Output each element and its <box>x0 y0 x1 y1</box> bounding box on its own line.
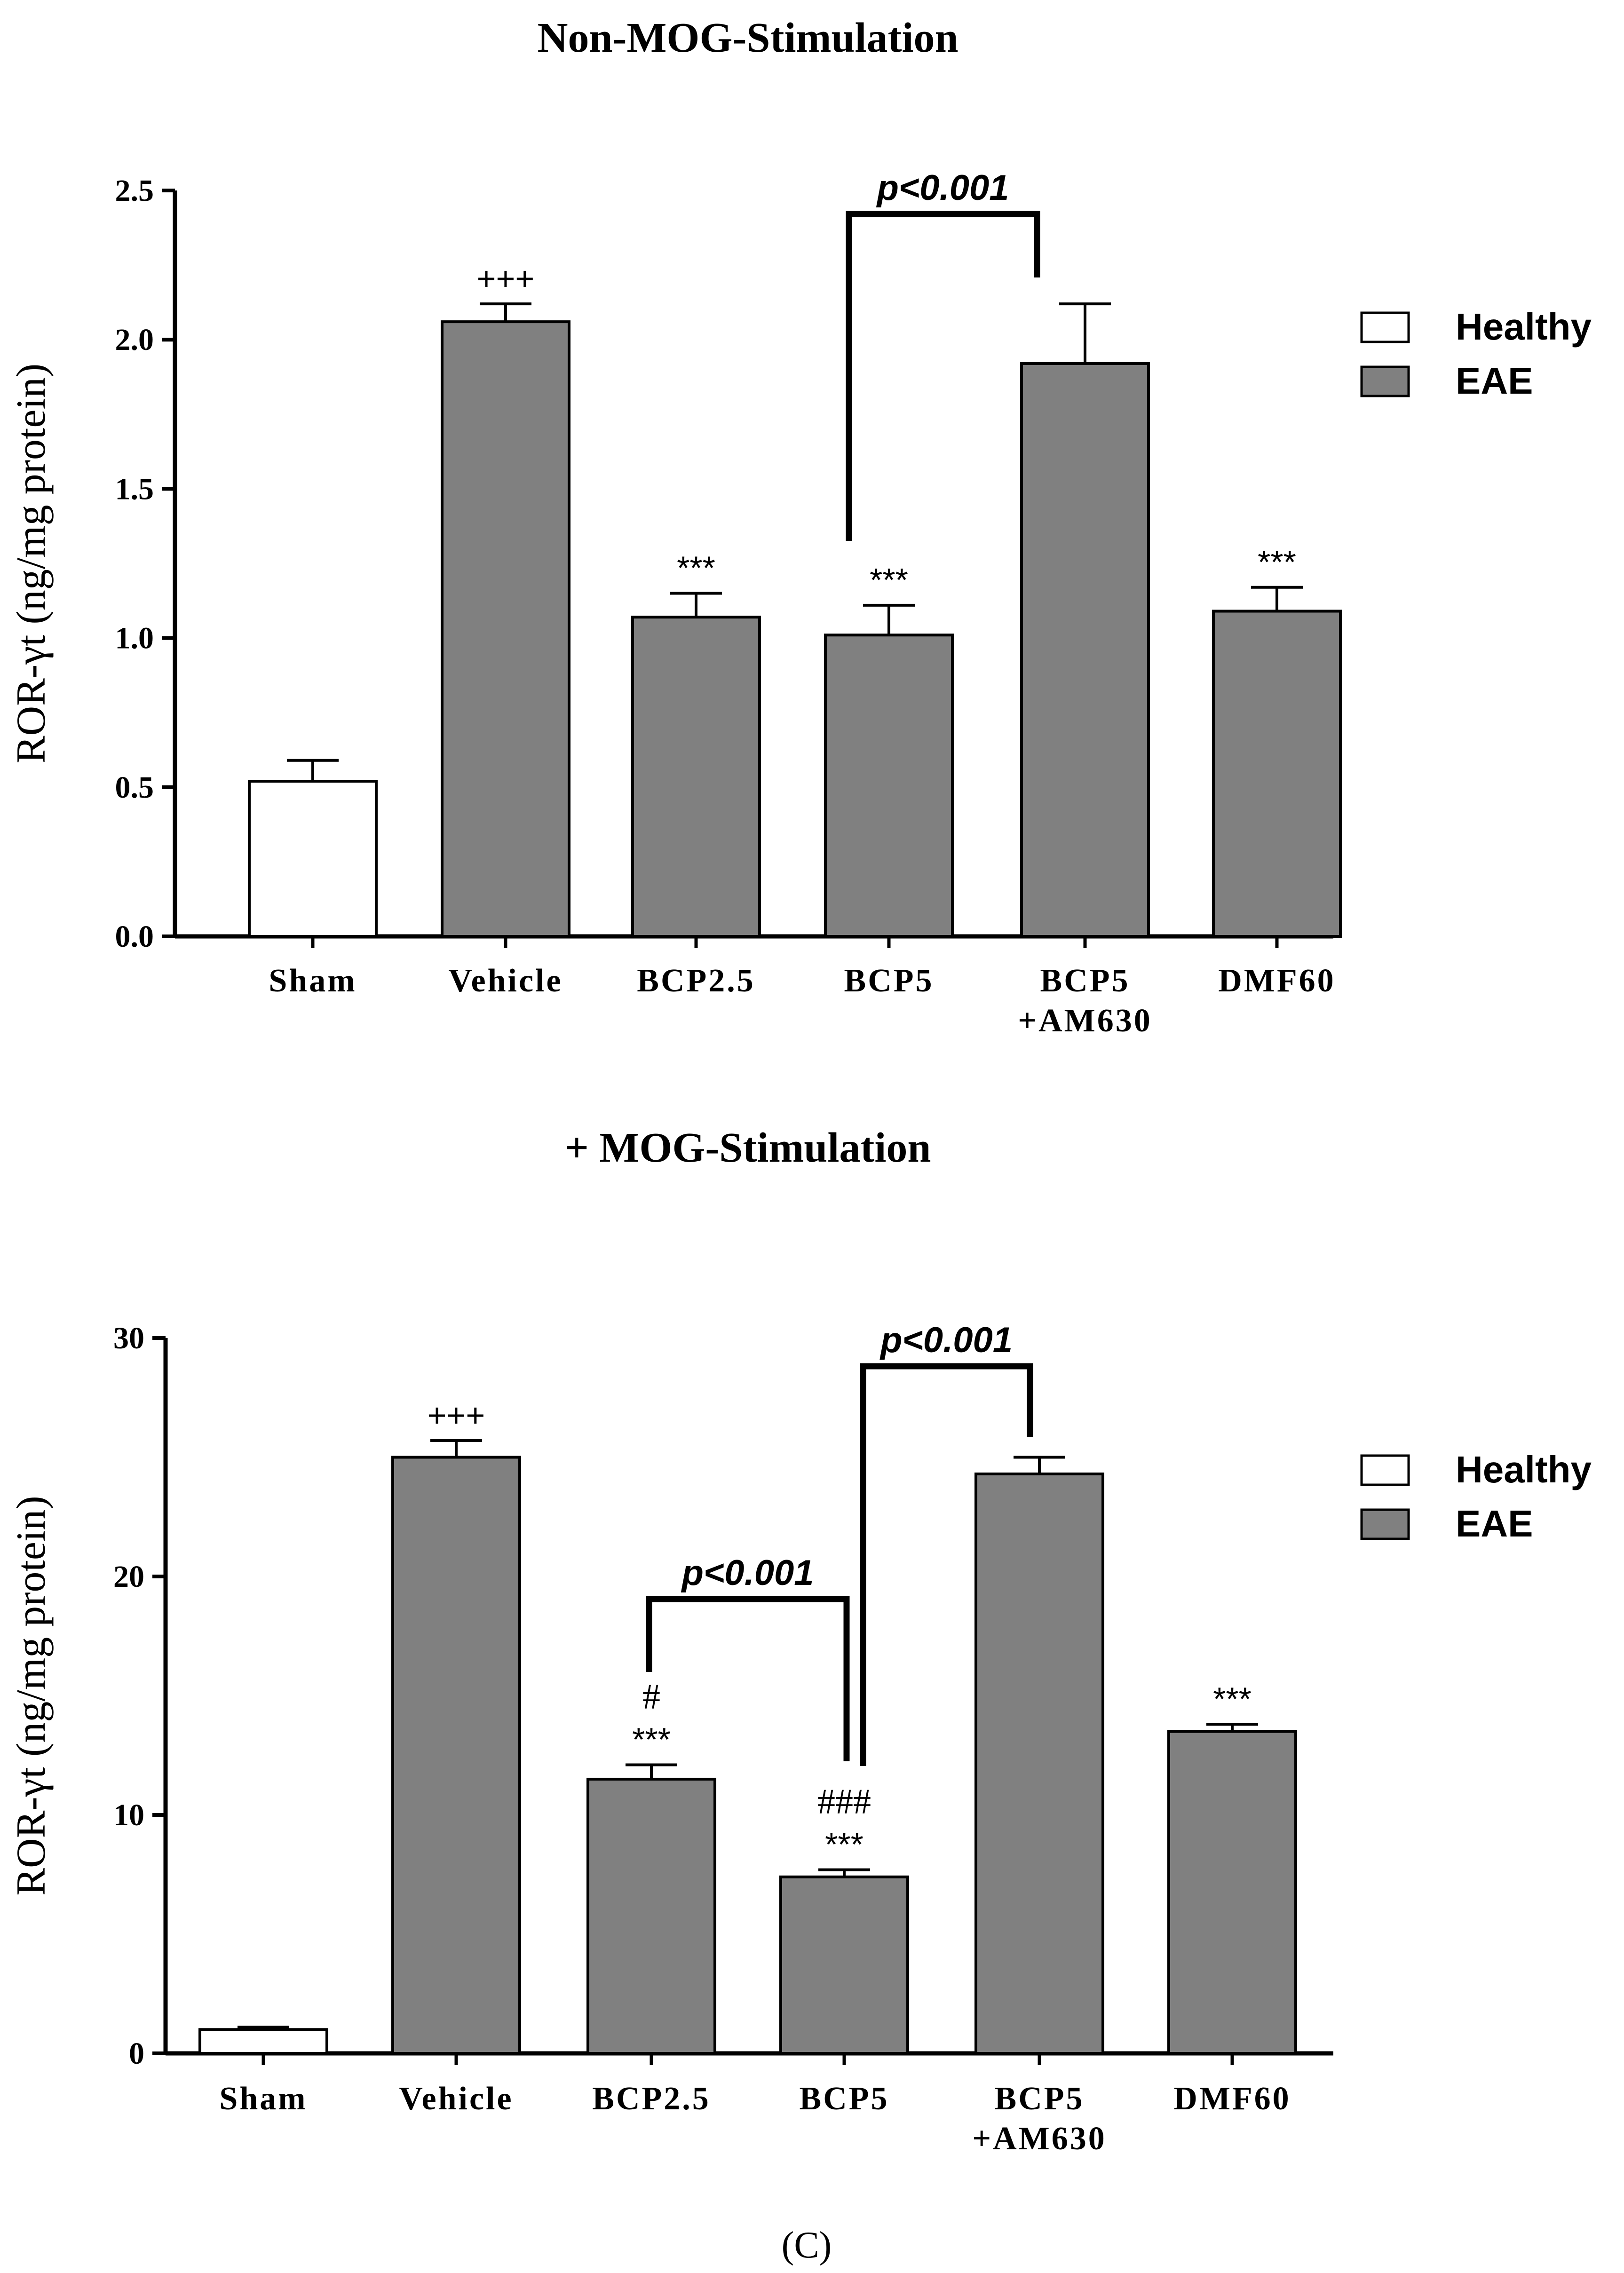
bar <box>631 616 761 938</box>
y-tick-label: 0.5 <box>115 770 154 805</box>
significance-marker: *** <box>1258 544 1296 580</box>
significance-bracket <box>860 1363 1033 1766</box>
significance-bracket <box>846 211 1040 541</box>
p-value-label: p<0.001 <box>681 1553 814 1593</box>
x-tick-label: BCP5 <box>800 2081 889 2117</box>
bar <box>1212 610 1342 938</box>
legend-label: EAE <box>1456 1503 1533 1544</box>
y-tick-label: 1.0 <box>115 621 154 656</box>
x-tick-label: Sham <box>269 963 356 999</box>
significance-marker: *** <box>632 1721 671 1758</box>
y-tick-label: 30 <box>113 1321 144 1355</box>
y-tick-label: 2.5 <box>115 174 154 208</box>
legend-label: Healthy <box>1456 1449 1592 1490</box>
x-tick-label: Vehicle <box>399 2081 513 2117</box>
y-tick-label: 2.0 <box>115 323 154 357</box>
legend-swatch <box>1360 1508 1410 1540</box>
legend-swatch <box>1360 311 1410 343</box>
significance-bracket <box>646 1596 850 1761</box>
legend-label: Healthy <box>1456 306 1592 348</box>
x-tick-label: Vehicle <box>448 963 562 999</box>
y-axis-label: ROR-γt (ng/mg protein) <box>8 364 54 763</box>
y-tick-label: 10 <box>113 1798 144 1832</box>
x-tick-label: BCP5 <box>844 963 934 999</box>
legend-swatch <box>1360 365 1410 397</box>
significance-marker: +++ <box>428 1397 485 1433</box>
y-tick-label: 20 <box>113 1560 144 1594</box>
significance-marker: *** <box>870 562 908 598</box>
bar <box>586 1777 716 2055</box>
x-tick-label: BCP2.5 <box>637 963 755 999</box>
x-tick-label: +AM630 <box>1018 1003 1152 1039</box>
x-tick-label: BCP2.5 <box>592 2081 711 2117</box>
figure-panel-label: (C) <box>782 2225 832 2266</box>
bar <box>391 1456 521 2055</box>
significance-marker: *** <box>1213 1680 1252 1717</box>
bar <box>974 1472 1104 2055</box>
x-tick-label: BCP5 <box>1040 963 1130 999</box>
x-tick-label: +AM630 <box>972 2121 1107 2157</box>
bar <box>1020 362 1150 938</box>
legend-label: EAE <box>1456 360 1533 402</box>
bar <box>441 320 570 938</box>
significance-marker: *** <box>677 549 715 586</box>
bar <box>198 2028 328 2055</box>
chart-title: Non-MOG-Stimulation <box>537 15 958 61</box>
y-tick-label: 0.0 <box>115 919 154 954</box>
bar <box>248 780 378 938</box>
bar <box>779 1875 909 2055</box>
significance-marker: +++ <box>477 260 535 297</box>
y-axis-label: ROR-γt (ng/mg protein) <box>8 1496 54 1895</box>
significance-marker: *** <box>825 1826 863 1863</box>
legend-swatch <box>1360 1454 1410 1486</box>
y-tick-label: 1.5 <box>115 472 154 506</box>
bar <box>824 634 954 938</box>
x-tick-label: BCP5 <box>995 2081 1085 2117</box>
bar <box>1167 1730 1297 2055</box>
x-tick-label: DMF60 <box>1173 2081 1291 2117</box>
x-tick-label: DMF60 <box>1218 963 1335 999</box>
hash-marker: # <box>642 1677 660 1717</box>
chart-title: + MOG-Stimulation <box>565 1125 931 1171</box>
x-tick-label: Sham <box>219 2081 307 2117</box>
y-tick-label: 0 <box>129 2036 144 2071</box>
p-value-label: p<0.001 <box>876 168 1009 208</box>
hash-marker: ### <box>817 1782 871 1822</box>
p-value-label: p<0.001 <box>879 1320 1013 1360</box>
